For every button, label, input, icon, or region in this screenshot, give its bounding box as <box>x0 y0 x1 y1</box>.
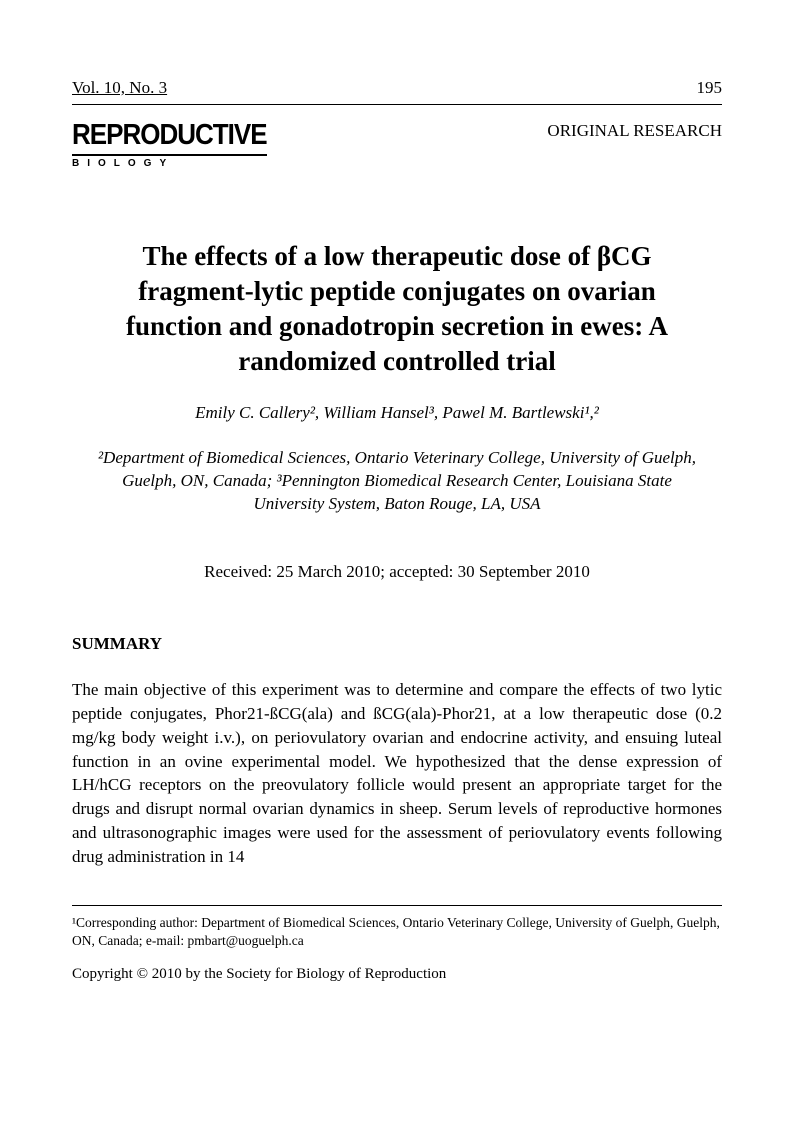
summary-text: The main objective of this experiment wa… <box>72 678 722 868</box>
journal-title: REPRODUCTIVE <box>72 117 267 151</box>
page-header: Vol. 10, No. 3 195 <box>72 78 722 105</box>
journal-logo: REPRODUCTIVE BIOLOGY <box>72 119 267 169</box>
article-title: The effects of a low therapeutic dose of… <box>72 239 722 379</box>
article-type: ORIGINAL RESEARCH <box>547 121 722 141</box>
received-accepted-dates: Received: 25 March 2010; accepted: 30 Se… <box>72 562 722 582</box>
volume-issue: Vol. 10, No. 3 <box>72 78 167 98</box>
authors: Emily C. Callery², William Hansel³, Pawe… <box>72 403 722 423</box>
summary-heading: SUMMARY <box>72 634 722 654</box>
copyright-notice: Copyright © 2010 by the Society for Biol… <box>72 966 722 983</box>
corresponding-author-footnote: ¹Corresponding author: Department of Bio… <box>72 914 722 950</box>
journal-subtitle: BIOLOGY <box>72 154 267 169</box>
journal-article-type-row: REPRODUCTIVE BIOLOGY ORIGINAL RESEARCH <box>72 119 722 169</box>
footnote-separator <box>72 905 722 906</box>
affiliations: ²Department of Biomedical Sciences, Onta… <box>72 447 722 516</box>
page-number: 195 <box>697 78 723 98</box>
